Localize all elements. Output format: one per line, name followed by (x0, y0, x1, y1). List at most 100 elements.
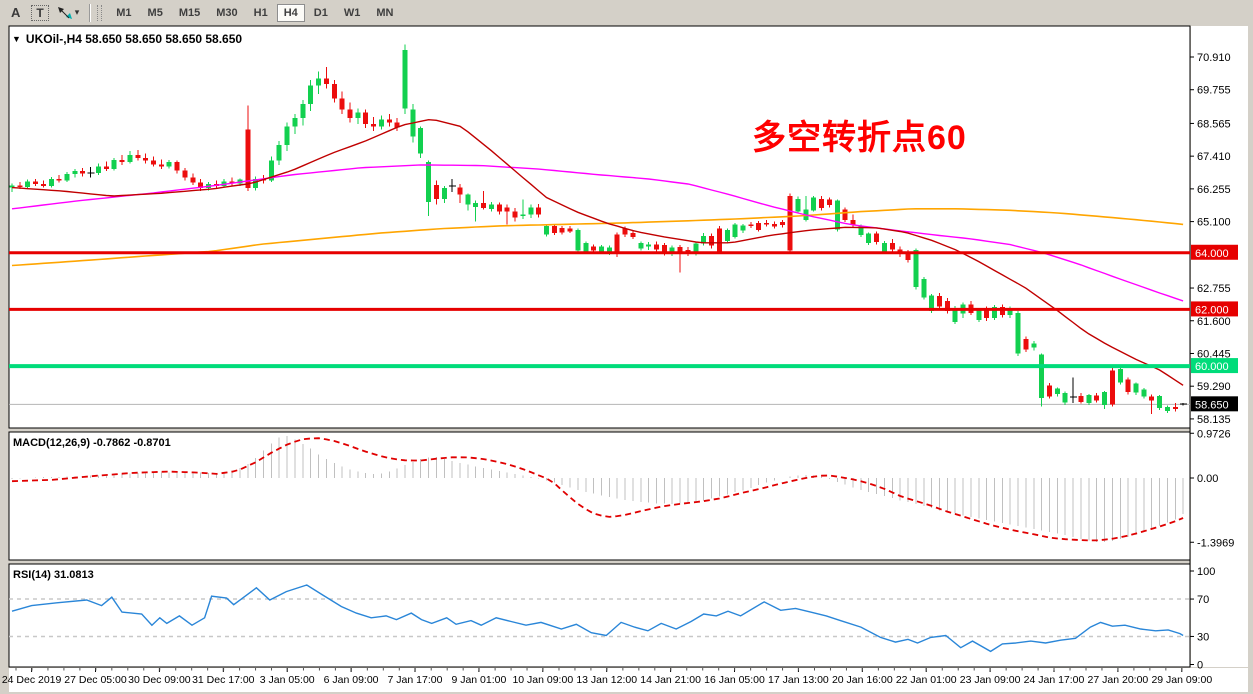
rsi-panel[interactable] (8, 563, 1191, 668)
price-tick-label: 68.565 (1197, 118, 1231, 130)
candle-body (850, 220, 856, 225)
candle-body (166, 162, 172, 167)
timeframe-h4[interactable]: H4 (276, 4, 305, 22)
candle-body (72, 171, 78, 175)
candle-body (606, 247, 612, 253)
timeframe-m30[interactable]: M30 (216, 7, 238, 19)
candle-body (543, 225, 549, 235)
rsi-tick-label: 30 (1197, 631, 1209, 643)
macd-label: MACD(12,26,9) -0.7862 -0.8701 (13, 437, 171, 449)
arrow-objects-button[interactable]: ▾ (57, 6, 80, 20)
price-tick-label: 69.755 (1197, 85, 1231, 97)
candle-body (1157, 395, 1163, 409)
candle-body (292, 118, 298, 127)
candle-body (465, 194, 471, 205)
candle-body (1164, 406, 1170, 411)
candle-body (64, 174, 70, 181)
time-label: 29 Jan 09:00 (1151, 674, 1212, 686)
timeframe-w1[interactable]: W1 (343, 7, 361, 19)
ma-mid-magenta (11, 164, 1184, 302)
time-axis-strip[interactable] (9, 668, 1248, 692)
price-panel[interactable] (8, 25, 1191, 429)
annotation-text: 多空转折点60 (752, 119, 967, 157)
candle-body (504, 207, 510, 212)
timeframe-m15[interactable]: M15 (178, 7, 201, 19)
price-tick-label: 58.135 (1197, 414, 1231, 426)
timeframe-mn[interactable]: MN (376, 7, 394, 19)
rsi-tick-label: 0 (1197, 660, 1203, 672)
candle-body (913, 249, 919, 287)
price-badge-label: 60.000 (1195, 361, 1229, 373)
candle-body (614, 234, 620, 255)
candle-body (1117, 368, 1123, 383)
candle-body (441, 188, 447, 199)
macd-tick-label: -1.3969 (1197, 537, 1234, 549)
candle-body (740, 225, 746, 231)
price-badge-label: 62.000 (1195, 304, 1229, 316)
candle-body (811, 197, 817, 211)
arrow-tool-button[interactable]: A (11, 5, 21, 20)
candle-body (795, 198, 801, 212)
candle-body (1054, 388, 1060, 394)
price-tick-label: 70.910 (1197, 52, 1231, 64)
candle-body (842, 209, 848, 221)
candle-body (496, 204, 502, 212)
candle-body (858, 225, 864, 236)
candle-body (1133, 383, 1139, 393)
candle-body (111, 159, 117, 170)
candle-body (1062, 392, 1068, 403)
candle-body (386, 119, 392, 123)
price-panel-content (9, 44, 1190, 415)
candle-body (567, 228, 573, 232)
price-tick-label: 60.445 (1197, 348, 1231, 360)
candle-body (1125, 379, 1131, 393)
candle-body (1102, 392, 1108, 406)
candle-body (135, 155, 141, 158)
candle-body (253, 179, 259, 189)
candle-body (198, 182, 204, 189)
candle-body (732, 224, 738, 238)
candle-body (677, 247, 683, 254)
timeframe-d1[interactable]: D1 (313, 7, 328, 19)
time-label: 7 Jan 17:00 (388, 674, 443, 686)
candle-body (9, 185, 15, 188)
candle-body (716, 228, 722, 252)
macd-panel[interactable] (8, 431, 1191, 561)
candle-body (1149, 396, 1155, 401)
candle-body (95, 166, 101, 173)
candle-body (418, 128, 424, 154)
candle-body (999, 307, 1005, 316)
candle-body (709, 235, 715, 246)
candle-body (748, 224, 754, 226)
candle-body (630, 232, 636, 238)
candle-body (150, 160, 156, 165)
candle-body (347, 109, 353, 119)
candle-body (402, 50, 408, 109)
chart-canvas[interactable]: 70.910 69.755 68.565 67.410 66.255 65.100 62.7… (0, 25, 1253, 694)
toolbar: A T ▾ M1 M5 M15 M30 H1 H4 D1 W1 MN (0, 0, 1253, 26)
chart-dropdown-icon[interactable]: ▼ (12, 34, 21, 44)
candle-body (1172, 406, 1178, 410)
axes: 70.910 69.755 68.565 67.410 66.255 65.100 62.7… (2, 52, 1238, 686)
candle-body (874, 233, 880, 242)
candle-body (701, 235, 707, 244)
candlesticks (9, 44, 1188, 415)
timeframe-m5[interactable]: M5 (147, 7, 163, 19)
text-tool-button[interactable]: T (31, 4, 49, 21)
candle-body (174, 162, 180, 171)
candle-body (826, 199, 832, 206)
candle-body (457, 187, 463, 195)
time-label: 13 Jan 12:00 (576, 674, 637, 686)
timeframe-m1[interactable]: M1 (116, 7, 132, 19)
timeframe-h1[interactable]: H1 (253, 7, 268, 19)
ma-fast-red (11, 118, 1184, 386)
chevron-down-icon: ▾ (74, 7, 80, 17)
time-label: 6 Jan 09:00 (324, 674, 379, 686)
price-badge-64.000 (1191, 244, 1238, 260)
macd-signal-line (11, 437, 1184, 542)
toolbar-grip[interactable] (97, 4, 103, 21)
candle-body (339, 98, 345, 110)
candle-body (551, 225, 557, 233)
price-axis-strip[interactable] (1191, 26, 1248, 667)
